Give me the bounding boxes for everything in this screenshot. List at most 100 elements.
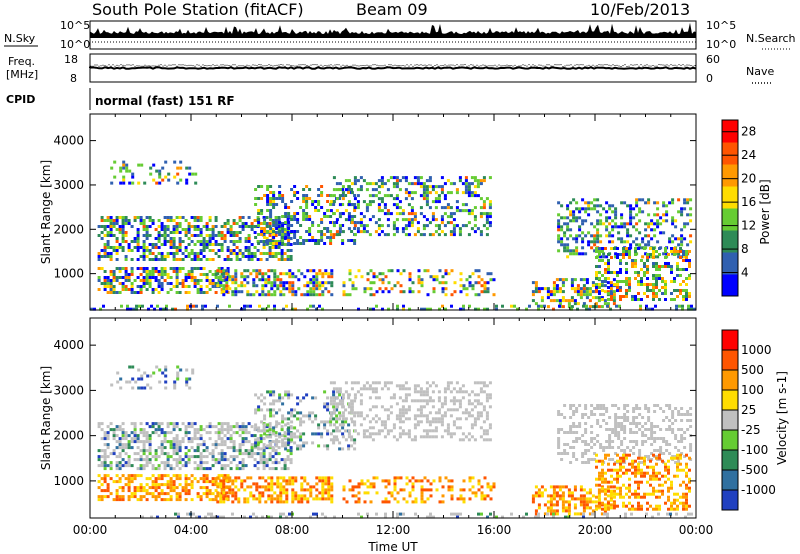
range-gate-cell [267,485,271,489]
range-gate-cell [151,467,155,471]
range-gate-cell [664,292,667,295]
range-gate-cell [581,434,585,437]
range-gate-cell [288,290,292,294]
range-gate-cell [488,423,492,427]
range-gate-cell [145,276,149,279]
range-gate-cell [417,269,421,273]
range-gate-cell [386,233,390,237]
range-gate-cell [485,227,489,231]
range-gate-cell [157,467,161,471]
range-gate-cell [272,221,276,224]
range-gate-cell [260,212,264,215]
range-gate-cell [241,437,245,441]
range-gate-cell [608,222,612,226]
range-gate-cell [157,252,161,255]
range-gate-cell [435,488,439,492]
range-gate-cell [124,434,128,438]
range-gate-cell [353,209,357,212]
range-gate-cell [422,197,426,201]
range-gate-cell [602,252,606,256]
range-gate-cell [590,207,594,211]
range-gate-cell [449,390,453,394]
range-gate-cell [271,255,275,258]
range-gate-cell [626,228,630,232]
range-gate-cell [620,416,624,419]
range-gate-cell [175,228,179,231]
range-gate-cell [240,275,244,279]
range-gate-cell [422,233,426,237]
range-gate-cell [384,497,388,501]
range-gate-cell [332,405,336,409]
range-gate-cell [131,172,135,176]
range-gate-cell [572,455,576,458]
range-gate-cell [193,477,197,481]
range-gate-cell [650,431,654,434]
range-gate-cell [341,399,345,403]
range-gate-cell [555,509,559,513]
range-gate-cell [234,485,238,489]
range-gate-cell [109,219,113,222]
range-gate-cell [318,476,322,480]
range-gate-cell [293,212,297,215]
range-gate-cell [241,228,245,231]
range-gate-cell [127,219,131,222]
range-gate-cell [103,437,107,441]
range-gate-cell [175,452,179,456]
range-gate-cell [492,482,496,486]
range-gate-cell [235,246,239,249]
range-gate-cell [398,206,402,210]
range-gate-cell [432,278,436,282]
range-gate-cell [638,413,642,416]
range-gate-cell [383,420,387,424]
range-gate-cell [115,276,119,279]
range-gate-cell [440,221,444,225]
range-gate-cell [356,432,360,436]
range-gate-cell [335,438,339,442]
range-gate-cell [139,440,143,444]
range-gate-cell [362,387,366,391]
range-gate-cell [356,411,360,415]
range-gate-cell [638,449,642,452]
range-gate-cell [133,425,137,429]
range-gate-cell [184,452,188,456]
range-gate-cell [287,390,291,394]
range-gate-cell [109,222,113,225]
range-gate-cell [166,455,170,459]
range-gate-cell [452,233,456,237]
range-gate-cell [172,443,176,447]
range-gate-cell [109,285,113,288]
range-gate-cell [369,307,372,311]
range-gate-cell [552,284,556,288]
range-gate-cell [205,279,209,282]
range-gate-cell [584,404,588,407]
range-gate-cell [594,296,598,300]
range-gate-cell [214,285,218,288]
range-gate-cell [296,191,300,194]
range-gate-cell [308,417,312,421]
range-gate-cell [269,212,273,215]
range-gate-cell [458,209,462,213]
range-gate-cell [226,219,230,222]
range-gate-cell [410,399,414,403]
range-gate-cell [567,305,571,309]
range-gate-cell [115,240,119,243]
range-gate-cell [246,290,250,294]
range-gate-cell [395,182,399,186]
range-gate-cell [599,219,603,223]
range-gate-cell [596,407,600,410]
range-gate-cell [338,399,342,403]
range-gate-cell [220,246,224,249]
range-gate-cell [426,307,429,311]
range-gate-cell [381,500,385,504]
range-gate-cell [280,222,284,225]
range-gate-cell [226,228,230,231]
range-gate-cell [357,491,361,495]
range-gate-cell [614,207,618,211]
range-gate-cell [260,209,264,212]
range-gate-cell [446,203,450,207]
range-gate-cell [270,293,274,297]
range-gate-cell [641,240,645,244]
range-gate-cell [377,381,381,385]
range-gate-cell [273,482,277,486]
range-gate-cell [205,489,209,493]
